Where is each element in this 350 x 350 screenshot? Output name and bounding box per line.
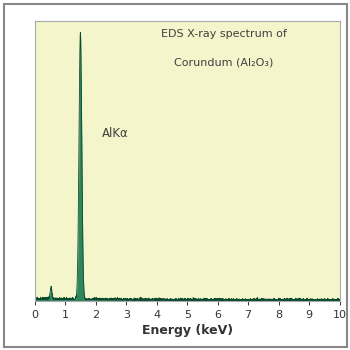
Text: EDS X-ray spectrum of: EDS X-ray spectrum of xyxy=(161,29,287,40)
X-axis label: Energy (keV): Energy (keV) xyxy=(142,324,233,337)
Text: Corundum (Al₂O₃): Corundum (Al₂O₃) xyxy=(174,57,273,68)
Text: AlKα: AlKα xyxy=(102,127,129,140)
